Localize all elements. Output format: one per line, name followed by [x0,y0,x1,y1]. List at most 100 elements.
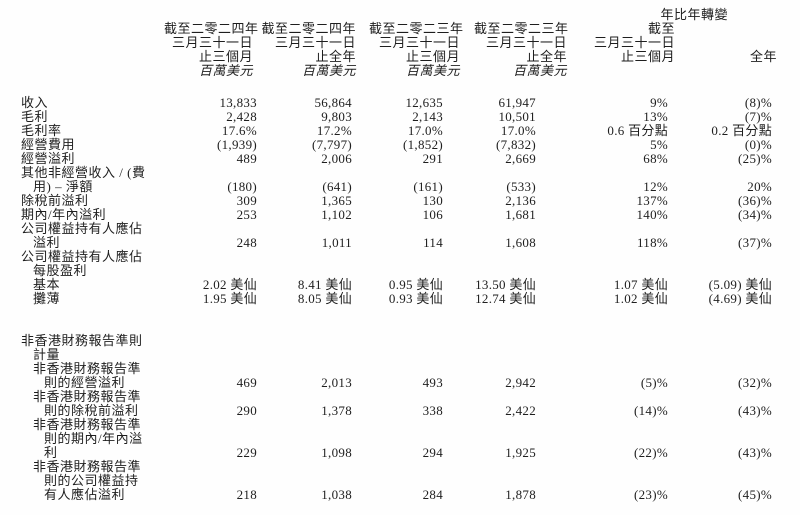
column-headers-row: 截至二零二四年 三月三十一日 止三個月 百萬美元 截至二零二四年 三月三十一日 … [0,21,777,78]
table-body: 收入 13,833 56,864 12,635 61,947 9% (8)% 毛利 2,428 9… [0,78,772,502]
row-label: 公司權益持有人應佔 每股盈利 [0,250,168,278]
cell-value: 12.74 美仙 [475,291,536,306]
cell-value [352,306,443,362]
cell-value: 1.02 美仙 [613,291,668,306]
cell-value [536,306,668,362]
cell-value: 284 [422,487,443,502]
table-row: 經營溢利 489 2,006 291 2,669 68% (25)% [0,152,772,166]
table-row: 毛利 2,428 9,803 2,143 10,501 13% (7)% [0,110,772,124]
header-line: 截至二零二四年 [164,21,259,36]
cell-value: 13.50 美仙 [475,277,536,292]
row-label: 非香港財務報告準 則的經營溢利 [0,362,168,390]
cell-value: (45)% [738,487,773,502]
header-unit-line: 百萬美元 [301,63,356,78]
cell-value [257,250,352,278]
cell-value: 290 [236,403,257,418]
table-row: 攤薄 1.95 美仙 8.05 美仙 0.93 美仙 12.74 美仙 1.02 美仙 (4… [0,292,772,306]
row-label-line: 計量 [33,347,61,362]
cell-value: (0)% [744,137,773,152]
cell-value: 1,378 [321,403,352,418]
col-header-yoy-q: 截至 三月三十一日 止三個月 [536,22,675,78]
row-label-line: 每股盈利 [33,263,88,278]
cell-value: 1.07 美仙 [613,277,668,292]
header-line: 止三個月 [198,49,253,64]
table-row: 收入 13,833 56,864 12,635 61,947 9% (8)% [0,78,772,110]
header-line [543,64,675,78]
header-line: 截至二零二四年 [261,21,356,36]
cell-value: (161) [413,179,443,194]
cell-value: 2,013 [321,375,352,390]
cell-value: 1,011 [321,235,352,250]
cell-value: 13% [643,109,668,124]
cell-value: (1,939) [216,137,257,152]
cell-value: 309 [236,193,257,208]
cell-value: 68% [643,151,668,166]
row-label: 非香港財務報告準 則的除稅前溢利 [0,390,168,418]
row-label-line: 則的公司權益持 [44,473,139,488]
row-label-line: 經營費用 [21,137,76,152]
cell-value: 2,006 [321,151,352,166]
yoy-group-row: 年比年轉變 [0,8,772,22]
row-label-line: 則的期內/年內溢 [44,431,143,446]
table-row: 公司權益持有人應佔 溢利 248 1,011 114 1,608 118% (37)% [0,222,772,250]
cell-value: (7,832) [495,137,536,152]
cell-value: 17.0% [500,123,536,138]
table-row: 非香港財務報告準則 計量 [0,306,772,362]
cell-value: (34)% [738,207,773,222]
cell-value: (533) [506,179,536,194]
row-label-line: 溢利 [33,235,61,250]
financial-report-page: 年比年轉變 截至二零二四年 三月三十一日 止三個月 百萬美元 截至二零二四年 [0,8,777,502]
cell-value: (25)% [738,151,773,166]
header-line: 截至二零二三年 [369,21,464,36]
cell-value: 2,669 [505,151,536,166]
header-spacer [0,8,536,22]
cell-value: 13,833 [219,95,257,110]
row-label: 經營費用 [0,138,168,152]
cell-value: 248 [236,235,257,250]
cell-value: (37)% [738,235,773,250]
cell-value: (7,797) [311,137,352,152]
cell-value [668,250,772,278]
cell-value: 8.05 美仙 [297,291,352,306]
row-label-line: 非香港財務報告準 [33,459,142,474]
cell-value: 1,038 [321,487,352,502]
header-unit-line: 百萬美元 [198,63,253,78]
row-label: 公司權益持有人應佔 溢利 [0,222,168,250]
header-line: 三月三十一日 [485,35,567,50]
cell-value: 1,365 [321,193,352,208]
row-label: 非香港財務報告準則 計量 [0,306,168,362]
cell-value: 2,428 [226,109,257,124]
cell-value: 0.93 美仙 [388,291,443,306]
cell-value: 469 [236,375,257,390]
cell-value: 137% [636,193,668,208]
row-label: 攤薄 [0,292,168,306]
header-unit-line: 百萬美元 [512,63,567,78]
header-line: 三月三十一日 [274,35,356,50]
cell-value: 1,098 [321,445,352,460]
row-label: 除稅前溢利 [0,194,168,208]
table-row: 非香港財務報告準 則的經營溢利 469 2,013 493 2,942 (5)% (32)% [0,362,772,390]
cell-value: 106 [422,207,443,222]
row-label-line: 除稅前溢利 [21,193,89,208]
cell-value: 1,608 [505,235,536,250]
row-label: 收入 [0,78,168,110]
cell-value: 489 [236,151,257,166]
row-label-line: 公司權益持有人應佔 [21,221,143,236]
cell-value: 0.6 百分點 [607,123,668,138]
table-row: 除稅前溢利 309 1,365 130 2,136 137% (36)% [0,194,772,208]
cell-value: 8.41 美仙 [297,277,352,292]
cell-value: 61,947 [498,95,536,110]
cell-value: 0.2 百分點 [711,123,773,138]
header-line: 止全年 [315,49,356,64]
row-label-line: 收入 [21,95,49,110]
row-label-line: 公司權益持有人應佔 [21,249,143,264]
row-label: 毛利 [0,110,168,124]
cell-value [257,306,352,362]
table-header: 年比年轉變 截至二零二四年 三月三十一日 止三個月 百萬美元 截至二零二四年 [0,8,777,78]
row-label-line: 則的除稅前溢利 [44,403,139,418]
cell-value: (5.09) 美仙 [708,277,773,292]
header-line: 三月三十一日 [593,35,675,50]
row-label-line: 攤薄 [33,291,61,306]
cell-value: 140% [636,207,668,222]
cell-value: 2,942 [505,375,536,390]
